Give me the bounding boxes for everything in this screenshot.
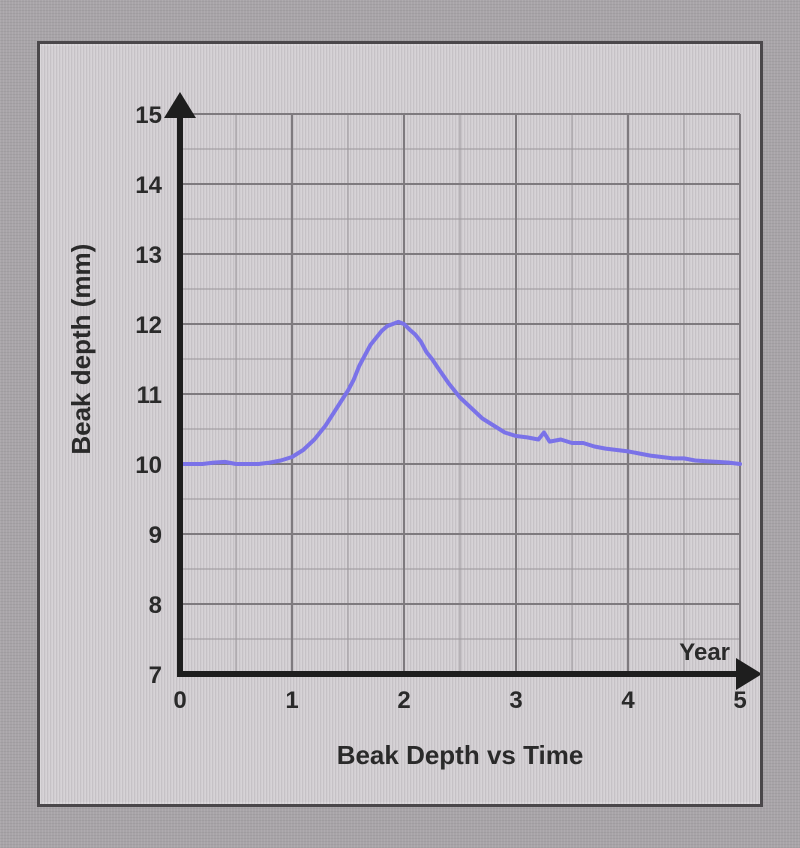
svg-text:13: 13 (135, 242, 162, 269)
svg-text:0: 0 (173, 687, 186, 714)
plot-area: 012345789101112131415Beak depth (mm)Year… (40, 44, 760, 804)
svg-text:11: 11 (137, 382, 162, 409)
svg-text:8: 8 (149, 592, 162, 619)
svg-text:7: 7 (149, 662, 162, 689)
svg-text:10: 10 (135, 452, 162, 479)
svg-text:2: 2 (397, 687, 410, 714)
svg-text:14: 14 (135, 172, 162, 199)
svg-text:4: 4 (621, 687, 635, 714)
chart-frame: 012345789101112131415Beak depth (mm)Year… (37, 41, 763, 807)
svg-text:1: 1 (285, 687, 298, 714)
svg-text:15: 15 (135, 102, 162, 129)
svg-text:5: 5 (733, 687, 746, 714)
svg-text:9: 9 (149, 522, 162, 549)
tick-labels: 012345789101112131415 (135, 102, 746, 714)
svg-text:12: 12 (135, 312, 162, 339)
beak-depth-chart: 012345789101112131415Beak depth (mm)Year… (40, 44, 760, 804)
x-axis-label: Year (679, 639, 730, 666)
chart-title: Beak Depth vs Time (337, 740, 584, 770)
svg-text:3: 3 (509, 687, 522, 714)
grid (180, 114, 740, 674)
y-axis-label: Beak depth (mm) (66, 244, 96, 455)
